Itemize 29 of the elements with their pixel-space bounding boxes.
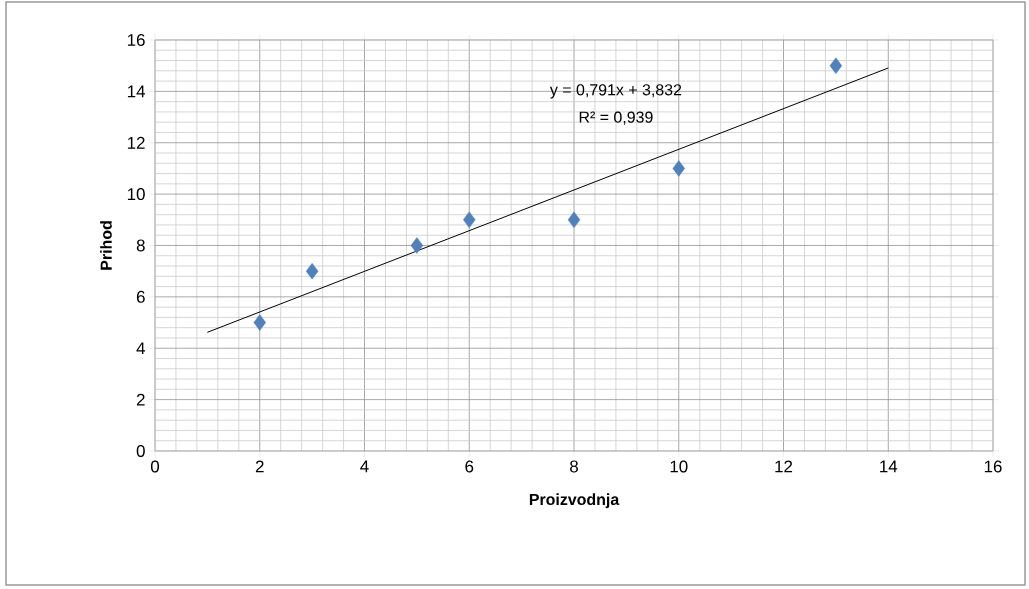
x-tick-label: 6 [465,460,474,473]
y-tick-label: 8 [136,239,145,252]
x-tick-label: 14 [880,460,898,473]
point [672,160,685,177]
y-tick-label: 0 [136,444,145,457]
y-tick-label: 16 [127,33,145,46]
annotation: y = 0,791x + 3,832 [549,84,682,99]
y-tick-label: 14 [127,85,145,98]
point [567,211,581,228]
x-tick-label: 8 [570,460,578,473]
x-tick-label: 10 [670,460,688,473]
y-tick-label: 2 [136,393,145,406]
annotation: R² = 0,939 [579,111,653,125]
point [463,211,476,228]
y-tick-label: 4 [136,342,145,355]
x-axis-title: Proizvodnja [529,493,620,509]
y-axis-title: Prihod [100,221,112,270]
x-tick-label: 4 [360,460,369,473]
x-tick-label: 0 [150,460,160,473]
x-tick-label: 12 [775,460,793,473]
point [829,57,843,74]
y-tick-label: 12 [127,136,145,149]
y-tick-label: 6 [136,290,145,303]
x-tick-label: 2 [255,460,264,473]
point [253,314,266,331]
x-tick-label: 16 [984,460,1002,473]
y-tick-label: 10 [127,188,145,201]
point [305,262,319,280]
point [410,237,424,254]
